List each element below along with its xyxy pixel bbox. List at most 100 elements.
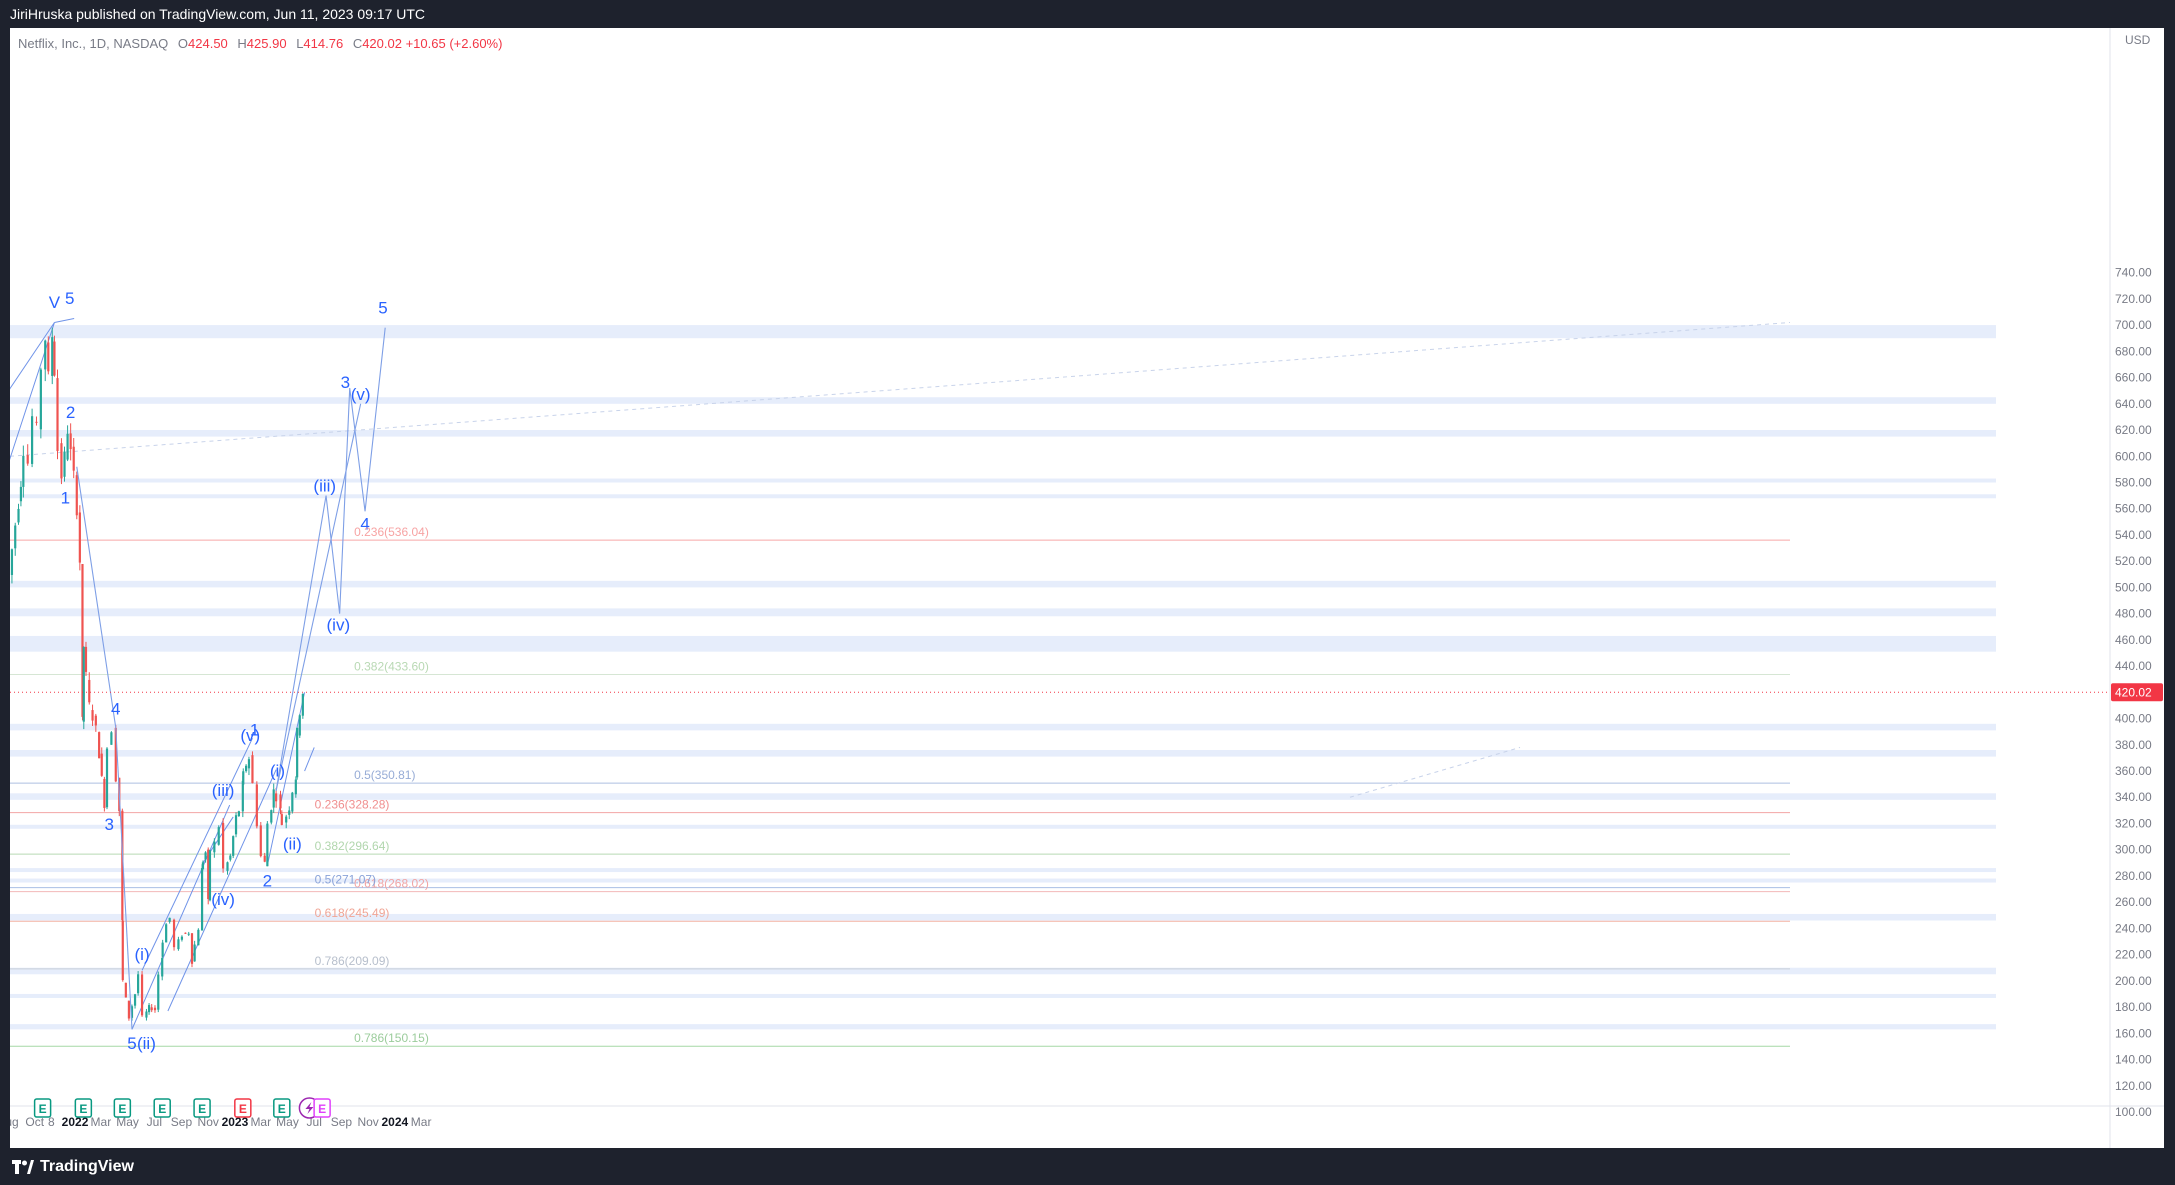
fib-label: 0.5(271.07) [315, 873, 376, 887]
wave-label: (i) [135, 945, 150, 964]
candle-body [105, 748, 109, 808]
low-label: L [296, 36, 304, 51]
candle-body [82, 646, 85, 722]
sr-zone [10, 430, 1996, 437]
last-price-value: 420.02 [2115, 685, 2152, 699]
fib-label: 0.236(536.04) [354, 525, 429, 539]
wave-label: (iv) [327, 616, 351, 635]
time-tick-label: Mar [91, 1115, 112, 1129]
candle-body [84, 646, 88, 672]
tradingview-logo[interactable]: TradingView [12, 1158, 134, 1176]
candle-body [296, 727, 299, 778]
earnings-marker-icon [234, 1098, 252, 1118]
candle-body [150, 1007, 153, 1011]
wave-label: 3 [104, 815, 113, 834]
last-price-tag [2111, 683, 2163, 702]
time-tick-label: Mar [411, 1115, 432, 1129]
channel-line [304, 747, 315, 772]
candle-body [291, 792, 294, 812]
candle-body [213, 841, 216, 853]
earnings-marker-icon [74, 1098, 93, 1118]
candle-body [157, 974, 160, 1010]
candle-body [204, 852, 207, 860]
price-tick-label: 460.00 [2115, 633, 2152, 647]
earnings-marker-icon [33, 1098, 52, 1118]
price-tick-label: 220.00 [2115, 948, 2152, 962]
candle-body [222, 822, 225, 869]
candle-body [251, 755, 254, 784]
candle-body [56, 378, 59, 452]
wave-label: (iii) [313, 477, 336, 496]
sr-zone [10, 723, 1996, 731]
close-value: 420.02 [362, 36, 402, 51]
candle-body [168, 917, 171, 922]
candle-body [114, 727, 117, 782]
time-tick-label: May [276, 1115, 299, 1129]
candle-body [30, 416, 34, 464]
price-tick-label: 300.00 [2115, 843, 2152, 857]
price-chart[interactable]: V 521435(i)(ii)(iii)(iv)(v)12(i)(ii)(iii)… [10, 28, 2164, 1148]
price-tick-label: 380.00 [2115, 738, 2152, 752]
fib-label: 0.5(350.81) [354, 768, 415, 782]
sr-zone [10, 868, 1996, 873]
candle-body [208, 850, 212, 901]
candle-body [172, 919, 176, 948]
wave-label: (ii) [137, 1034, 156, 1053]
channel-line [167, 769, 277, 1012]
wave-label: (i) [270, 761, 285, 780]
wave-label: (iii) [212, 781, 235, 800]
price-tick-label: 600.00 [2115, 449, 2152, 463]
wave-path [76, 466, 117, 728]
sr-zone [10, 478, 1996, 483]
time-tick-label: 2022 [62, 1115, 89, 1129]
fib-label: 0.236(328.28) [315, 798, 390, 812]
bolt-icon [305, 1102, 314, 1114]
price-tick-label: 720.00 [2115, 292, 2152, 306]
candle-body [44, 340, 47, 370]
candle-body [140, 974, 144, 1016]
dashed-trendline [1349, 746, 1521, 798]
candle-body [60, 443, 63, 479]
candle-body [147, 1005, 151, 1013]
earnings-marker-letter: E [39, 1102, 47, 1116]
wave-label: 2 [263, 871, 272, 890]
earnings-marker-icon [153, 1098, 171, 1118]
candle-body [72, 446, 75, 471]
candle-body [100, 753, 103, 776]
wave-label: 4 [360, 515, 369, 534]
wave-label: 5 [378, 298, 387, 317]
price-tick-label: 400.00 [2115, 712, 2152, 726]
wave-label: 1 [61, 488, 70, 507]
projection-path [275, 403, 362, 791]
candle-body [180, 936, 184, 940]
sr-zone [10, 608, 1996, 617]
time-tick-label: Nov [198, 1115, 219, 1129]
candle-body [280, 814, 283, 825]
dashed-trendline [10, 321, 1791, 457]
candle-body [200, 868, 204, 931]
candle-body [294, 779, 297, 795]
candle-body [229, 855, 232, 860]
candle-body [263, 855, 266, 862]
candle-body [145, 1011, 148, 1018]
brand-name: TradingView [40, 1157, 134, 1175]
time-tick-label: Nov [357, 1115, 378, 1129]
candle-body [130, 1006, 134, 1018]
wave-path [115, 727, 133, 1030]
chart-panel[interactable]: V 5 2 1 4 3 5 (i) (ii) (iii) (iv) (v) 1 2 (i) (ii) (iii)… [10, 28, 2164, 1148]
candle-body [161, 942, 164, 957]
price-tick-label: 480.00 [2115, 607, 2152, 621]
time-tick-label: Oct [25, 1115, 44, 1129]
time-tick-label: 2024 [381, 1115, 408, 1129]
candle-body [184, 932, 187, 934]
candle-body [237, 811, 240, 817]
sr-zone [10, 878, 1996, 883]
price-tick-label: 640.00 [2115, 397, 2152, 411]
sr-zone [10, 824, 1996, 829]
price-tick-label: 140.00 [2115, 1053, 2152, 1067]
sr-zone [10, 397, 1996, 404]
wave-label: (ii) [283, 835, 302, 854]
currency-label: USD [2125, 33, 2151, 47]
candle-body [241, 780, 244, 812]
candle-body [124, 982, 127, 998]
